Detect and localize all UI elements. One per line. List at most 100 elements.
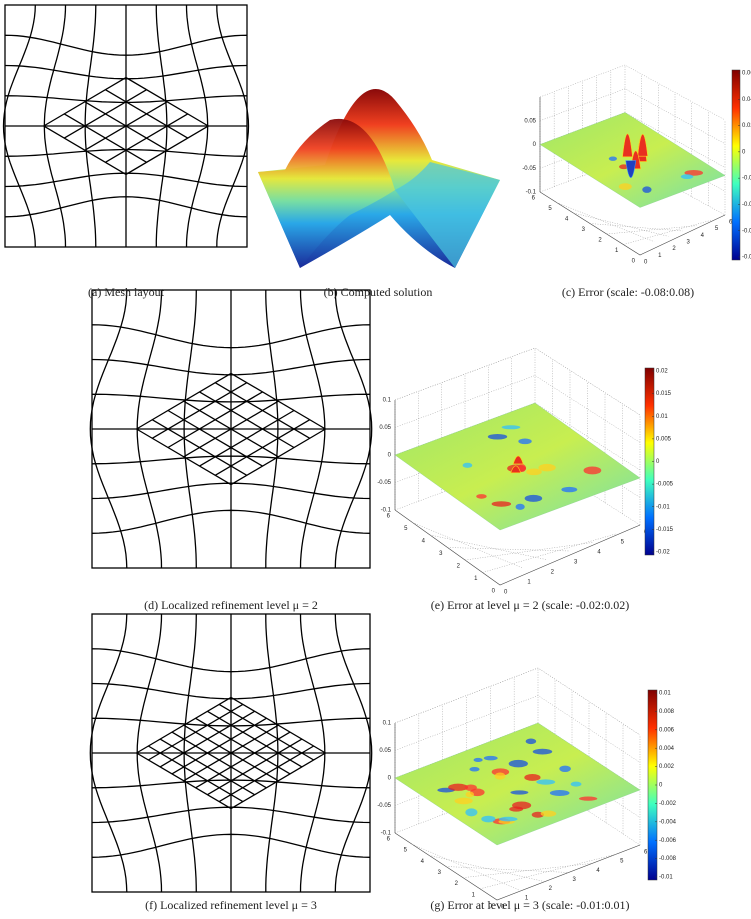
box-edge — [394, 347, 641, 416]
z-tick-label: 0.05 — [379, 748, 391, 754]
mesh-line — [214, 419, 311, 476]
mesh-line — [91, 509, 371, 534]
grid-line — [412, 522, 524, 569]
mesh-line — [89, 613, 128, 893]
mesh-line — [195, 717, 291, 775]
error-blob — [469, 766, 480, 772]
x-tick-label: 6 — [644, 850, 648, 856]
colorbar-tick-label: 0.004 — [659, 746, 675, 752]
colorbar-tick-label: 0.008 — [659, 709, 675, 715]
mesh-line — [195, 731, 291, 789]
colorbar-tick-label: 0.02 — [742, 123, 751, 129]
x-tick-label: 1 — [525, 895, 529, 901]
y-tick-label: 5 — [404, 526, 408, 532]
mesh-line — [4, 172, 248, 188]
y-tick-label: 4 — [422, 539, 426, 545]
z-tick-label: -0.1 — [526, 190, 537, 196]
x-tick-label: 0 — [644, 260, 648, 266]
error-blob — [526, 468, 542, 476]
surface-side — [395, 162, 500, 268]
z-tick-label: 0.1 — [383, 398, 392, 404]
error-blob — [465, 808, 478, 817]
error-blob — [540, 810, 557, 817]
mesh-line — [91, 833, 371, 858]
caption: (e) Error at level μ = 2 (scale: -0.02:0… — [431, 598, 629, 612]
grid-line — [479, 853, 617, 890]
y-tick-label: 0 — [632, 259, 636, 265]
colorbar-tick-label: 0.04 — [742, 97, 751, 103]
grid-line — [606, 225, 697, 235]
y-tick-label: 6 — [532, 196, 536, 202]
error-blob — [538, 463, 556, 472]
y-tick-label: 0 — [489, 904, 493, 910]
x-tick-label: 5 — [621, 540, 625, 546]
box-edge — [394, 667, 641, 736]
x-tick-label: 2 — [551, 570, 555, 576]
y-tick-label: 1 — [615, 248, 619, 254]
mesh-line — [230, 752, 326, 810]
error-blob — [642, 186, 652, 193]
caption: (d) Localized refinement level μ = 2 — [144, 598, 318, 612]
colorbar-tick-label: -0.002 — [659, 801, 677, 807]
colorbar-tick-label: -0.01 — [659, 875, 673, 881]
error-blob — [462, 462, 473, 468]
error-blob — [578, 796, 598, 801]
colorbar-tick-label: 0.002 — [659, 764, 675, 770]
mesh-line — [105, 113, 189, 163]
colorbar-tick-label: 0.005 — [656, 436, 672, 442]
error-peak — [512, 455, 524, 465]
error-blob — [524, 494, 543, 502]
colorbar-tick-label: 0.015 — [656, 391, 672, 397]
x-tick-label: 3 — [574, 560, 578, 566]
error-blob — [619, 164, 629, 170]
grid-line — [394, 667, 641, 736]
error-blob — [508, 759, 528, 768]
mesh-line — [216, 4, 250, 248]
colorbar-tick-label: -0.04 — [742, 202, 751, 208]
error-blob — [524, 774, 541, 781]
error-blob — [487, 433, 508, 440]
caption: (c) Error (scale: -0.08:0.08) — [562, 285, 694, 299]
y-tick-label: 4 — [565, 217, 569, 223]
box-edge — [539, 64, 726, 121]
mesh-line — [43, 77, 127, 127]
y-tick-label: 6 — [387, 837, 391, 843]
x-tick-label: 6 — [729, 220, 733, 226]
error-blob — [510, 790, 529, 795]
z-tick-label: -0.1 — [381, 508, 392, 514]
error-plot: 0.10.050-0.05-0.1654321001234560.020.015… — [377, 347, 674, 596]
error-blob — [515, 503, 525, 510]
error-blob — [509, 806, 524, 812]
colorbar-tick-label: 0.01 — [659, 691, 671, 697]
colorbar-tick-label: 0 — [659, 783, 663, 789]
x-tick-label: 4 — [596, 868, 600, 874]
x-tick-label: 1 — [527, 580, 531, 586]
error-blob — [465, 791, 474, 798]
x-tick-label: 2 — [672, 246, 676, 252]
error-blob — [608, 156, 617, 161]
error-peak — [510, 465, 522, 474]
z-tick-label: 0.05 — [524, 118, 536, 124]
y-tick-label: 3 — [582, 227, 586, 233]
mesh-line — [43, 125, 127, 175]
error-peak — [625, 160, 637, 178]
error-blob — [518, 438, 532, 445]
error-peak — [622, 133, 633, 158]
mesh-line — [218, 745, 315, 803]
error-peak — [637, 133, 649, 157]
colorbar-tick-label: 0 — [656, 459, 660, 465]
computed-solution — [258, 88, 500, 268]
y-tick-label: 1 — [472, 892, 476, 898]
mesh-line — [91, 482, 371, 500]
mesh-line — [230, 372, 326, 430]
z-tick-label: 0.05 — [379, 425, 391, 431]
y-tick-label: 3 — [438, 870, 442, 876]
mesh-line — [91, 455, 371, 465]
colorbar-tick-label: -0.015 — [656, 527, 674, 533]
error-blob — [684, 169, 704, 176]
y-tick-label: 5 — [404, 848, 408, 854]
grid-line — [482, 533, 617, 573]
grid-line — [539, 88, 726, 144]
